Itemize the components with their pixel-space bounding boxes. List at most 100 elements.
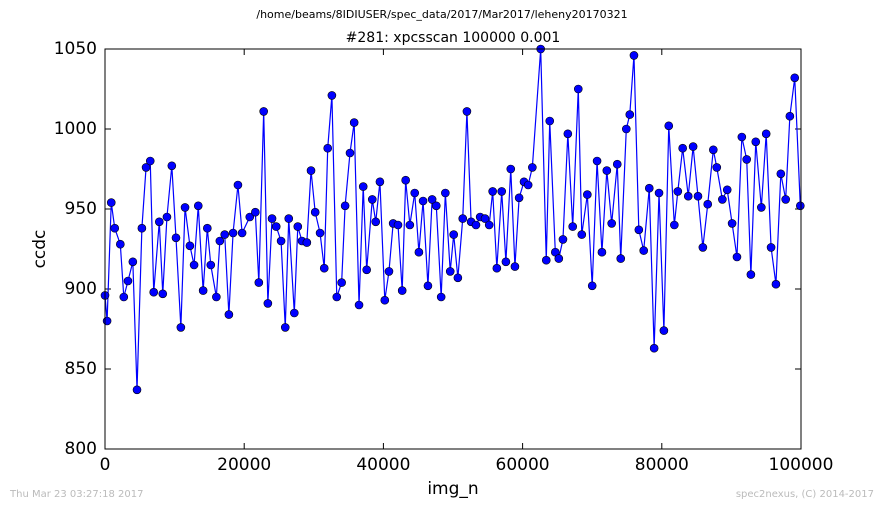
data-point [306, 166, 316, 175]
data-point [259, 107, 268, 116]
data-point [659, 326, 669, 335]
x-tick-label: 80000 [635, 455, 689, 475]
y-axis-label: ccdc [30, 230, 50, 269]
data-point [332, 292, 342, 302]
data-point [397, 286, 407, 295]
data-point [245, 212, 255, 222]
data-point [414, 247, 424, 257]
data-point [471, 220, 481, 230]
y-tick-label: 800 [65, 439, 97, 459]
data-point [224, 310, 234, 319]
x-tick-label: 20000 [217, 455, 271, 475]
data-point [528, 163, 537, 172]
data-point [751, 137, 761, 147]
data-point [137, 223, 147, 233]
data-point [568, 222, 578, 231]
data-point [673, 187, 683, 196]
data-point [327, 91, 337, 100]
data-point [206, 260, 216, 270]
data-point [718, 195, 727, 204]
data-point [323, 143, 333, 153]
data-point [462, 107, 472, 116]
data-point [441, 188, 450, 198]
data-point [644, 183, 654, 193]
x-tick-label: 40000 [356, 455, 410, 475]
data-point [180, 203, 190, 212]
data-point [678, 143, 687, 153]
data-point [484, 220, 494, 230]
data-point [670, 220, 679, 230]
data-point [212, 292, 221, 302]
y-tick-label: 950 [65, 199, 97, 219]
data-point [345, 148, 355, 158]
data-point [612, 159, 622, 169]
data-point [162, 212, 172, 222]
y-tick-label: 1050 [54, 39, 97, 59]
data-point [771, 279, 781, 289]
data-point [251, 207, 260, 217]
data-point [271, 222, 281, 231]
data-point [761, 129, 771, 139]
data-point [445, 267, 455, 276]
data-point [639, 246, 649, 255]
data-point [622, 124, 631, 134]
data-point [380, 295, 390, 305]
y-tick-label: 900 [65, 279, 97, 299]
data-point [587, 281, 597, 291]
data-point [362, 265, 371, 275]
data-point [634, 225, 644, 235]
data-point [558, 235, 568, 244]
data-point [220, 230, 230, 239]
data-point [145, 156, 155, 166]
data-point [349, 118, 359, 127]
data-point [337, 278, 346, 287]
data-point [625, 110, 635, 119]
data-point [664, 121, 674, 131]
data-point [167, 161, 177, 171]
data-point [254, 278, 264, 287]
data-point [654, 188, 664, 198]
data-point [393, 220, 403, 230]
data-point [198, 286, 208, 295]
data-point [727, 219, 737, 228]
data-point [698, 243, 708, 252]
data-point [267, 214, 277, 223]
data-point [737, 132, 747, 142]
data-point [401, 175, 410, 185]
data-point [123, 276, 133, 286]
data-point [554, 254, 564, 263]
data-point [693, 191, 703, 201]
data-point [514, 193, 524, 203]
data-point [215, 236, 225, 246]
data-point [340, 201, 350, 211]
y-tick-label: 850 [65, 359, 97, 379]
data-point [119, 292, 129, 302]
data-point [592, 156, 602, 166]
data-point [384, 267, 394, 276]
data-point [371, 217, 381, 227]
data-point [746, 270, 756, 279]
data-point [683, 191, 693, 201]
data-point [128, 257, 138, 267]
data-point [649, 343, 659, 353]
data-point [149, 287, 159, 297]
data-point [284, 214, 294, 223]
data-point [523, 180, 533, 190]
suptitle: /home/beams/8IDIUSER/spec_data/2017/Mar2… [256, 8, 627, 21]
x-axis-label: img_n [427, 479, 478, 499]
data-point [497, 187, 507, 196]
data-point [375, 177, 385, 187]
data-point [310, 207, 320, 217]
data-point [315, 228, 325, 238]
data-point [492, 263, 502, 273]
data-point [367, 195, 377, 204]
data-point [158, 289, 168, 299]
data-point [410, 188, 420, 198]
data-point [757, 203, 766, 212]
data-point [709, 145, 718, 155]
data-point [510, 262, 520, 271]
data-point [766, 243, 776, 252]
data-point [176, 323, 186, 332]
data-point [171, 233, 181, 243]
data-point [141, 163, 151, 172]
